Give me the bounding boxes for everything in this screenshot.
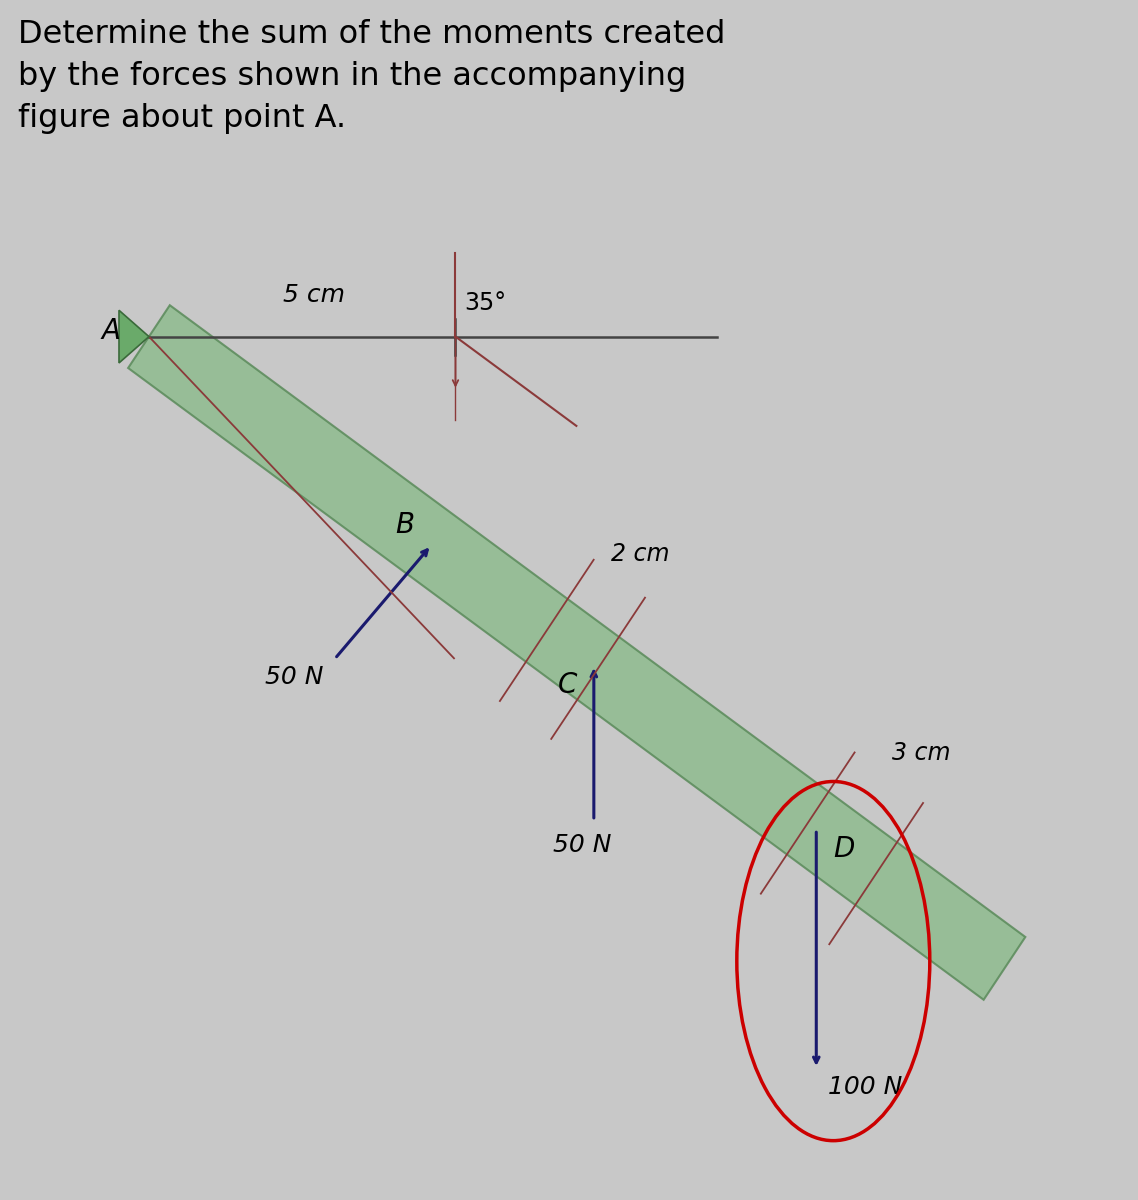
Text: B: B [395,511,414,539]
Text: D: D [833,835,855,863]
Text: 3 cm: 3 cm [892,740,950,764]
Polygon shape [119,311,149,362]
Text: 50 N: 50 N [265,665,323,689]
Text: C: C [558,671,577,700]
Polygon shape [129,305,1025,1000]
Text: 50 N: 50 N [553,833,612,857]
Text: A: A [101,317,121,344]
Text: 5 cm: 5 cm [282,283,345,307]
Text: Determine the sum of the moments created
by the forces shown in the accompanying: Determine the sum of the moments created… [18,19,726,134]
Text: 2 cm: 2 cm [611,541,670,565]
Text: 35°: 35° [464,292,506,316]
Text: 100 N: 100 N [827,1075,902,1099]
